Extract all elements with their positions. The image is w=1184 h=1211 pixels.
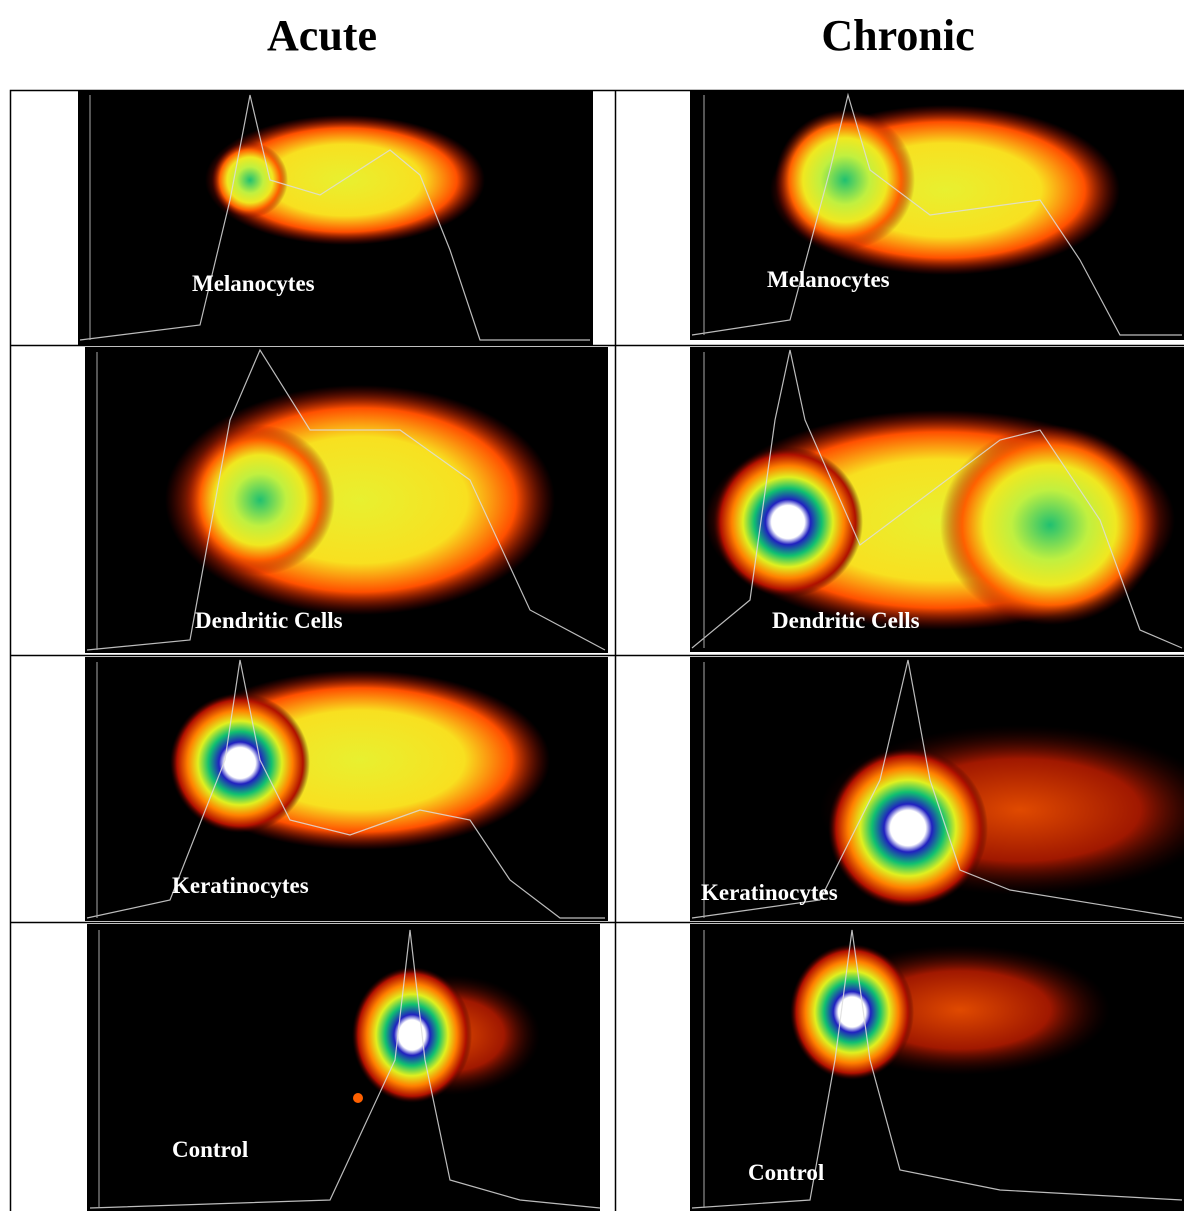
column-header: Acute bbox=[267, 11, 377, 60]
comet-head bbox=[185, 425, 335, 575]
column-header: Chronic bbox=[821, 11, 974, 60]
comet-head bbox=[713, 447, 863, 597]
comet-head bbox=[352, 967, 472, 1103]
figure: Acute Chronic Melanocytes Melanocytes bbox=[0, 0, 1184, 1211]
cell-label: Control bbox=[748, 1160, 824, 1185]
comet-head bbox=[828, 748, 988, 908]
speck bbox=[353, 1093, 363, 1103]
cell-label: Dendritic Cells bbox=[195, 608, 343, 633]
cell-label: Keratinocytes bbox=[701, 880, 838, 905]
page: Acute Chronic Melanocytes Melanocytes bbox=[0, 0, 1184, 1211]
comet-head bbox=[775, 110, 915, 250]
cell-label: Control bbox=[172, 1137, 248, 1162]
cell-label: Dendritic Cells bbox=[772, 608, 920, 633]
cell-label: Melanocytes bbox=[767, 267, 890, 292]
cell-label: Melanocytes bbox=[192, 271, 315, 296]
comet-head bbox=[212, 142, 288, 218]
comet-head bbox=[170, 693, 310, 833]
comet-head bbox=[790, 944, 914, 1080]
cell-label: Keratinocytes bbox=[172, 873, 309, 898]
